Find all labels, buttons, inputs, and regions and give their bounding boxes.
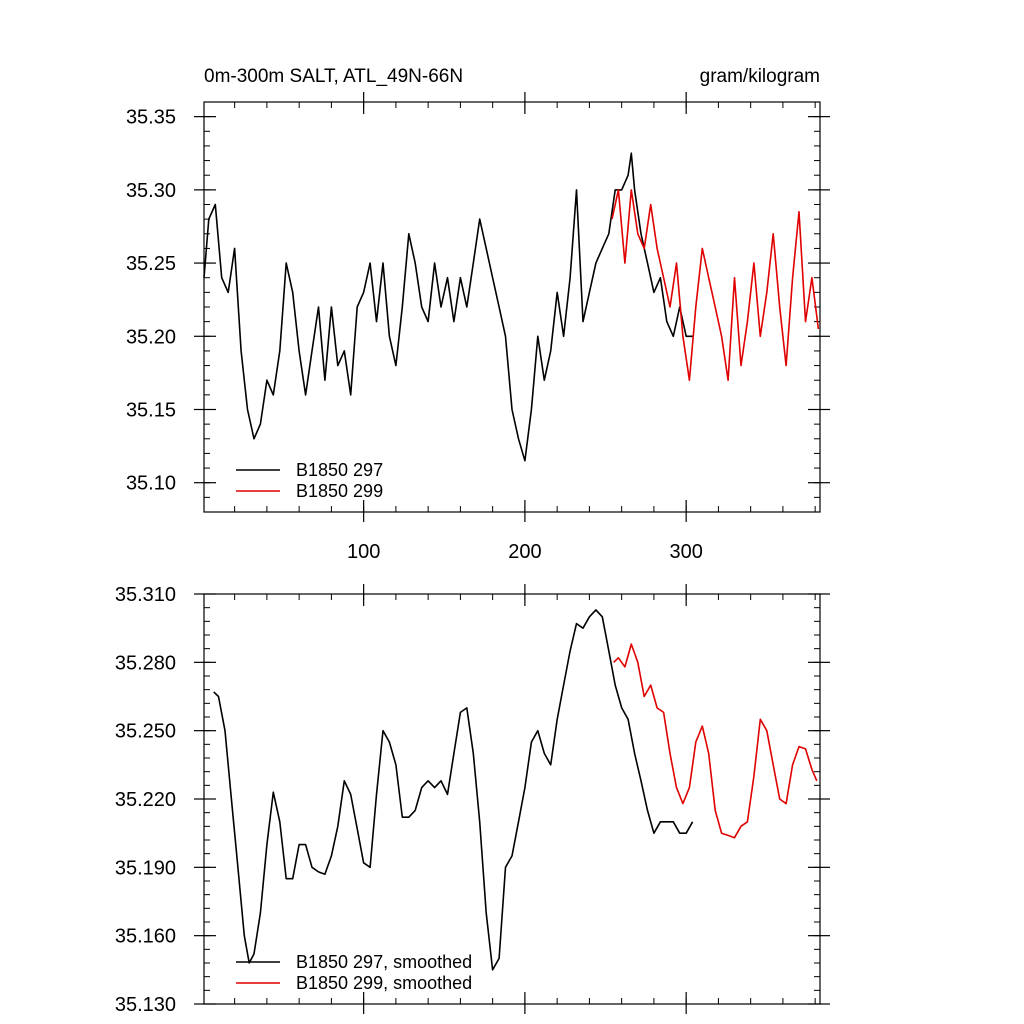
- top-legend-label-1: B1850 299: [296, 481, 383, 501]
- top-chart-series: [203, 152, 820, 462]
- top-y-tick-label: 35.15: [126, 400, 176, 422]
- top-y-tick-label: 35.10: [126, 473, 176, 495]
- top-series-line-0: [203, 152, 693, 462]
- top-chart-panel: 35.10 35.15 35.20 35.25 35.30 35.35 100 200 300…: [126, 92, 830, 563]
- bottom-y-tick-label: 35.190: [115, 857, 176, 879]
- top-chart-units: gram/kilogram: [700, 66, 820, 87]
- top-y-tick-label: 35.30: [126, 180, 176, 202]
- bottom-chart-ticks: [194, 584, 830, 1014]
- top-chart-y-tick-labels: 35.10 35.15 35.20 35.25 35.30 35.35: [126, 107, 176, 495]
- bottom-series-line-0: [213, 609, 694, 971]
- bottom-chart-panel: 35.130 35.160 35.190 35.220 35.250 35.280 35.3…: [115, 584, 830, 1016]
- bottom-chart-series: [213, 609, 818, 971]
- bottom-legend-label-0: B1850 297, smoothed: [296, 952, 472, 972]
- bottom-chart-frame: [203, 593, 821, 1005]
- top-chart-title: 0m-300m SALT, ATL_49N-66N: [204, 66, 463, 87]
- top-chart-ticks: [194, 92, 830, 522]
- bottom-series-line-1: [613, 643, 818, 839]
- bottom-chart-y-tick-labels: 35.130 35.160 35.190 35.220 35.250 35.280 35.3…: [115, 584, 176, 1016]
- bottom-y-tick-label: 35.250: [115, 721, 176, 743]
- top-chart-x-tick-labels: 100 200 300: [347, 541, 703, 563]
- top-x-tick-label: 300: [669, 541, 702, 563]
- top-legend-label-0: B1850 297: [296, 460, 383, 480]
- top-series-line-1: [611, 189, 820, 382]
- top-chart-frame: [203, 101, 821, 513]
- top-x-tick-label: 200: [508, 541, 541, 563]
- top-y-tick-label: 35.20: [126, 326, 176, 348]
- top-chart-legend: B1850 297 B1850 299: [236, 460, 383, 501]
- bottom-y-tick-label: 35.220: [115, 789, 176, 811]
- bottom-legend-label-1: B1850 299, smoothed: [296, 973, 472, 993]
- bottom-y-tick-label: 35.310: [115, 584, 176, 606]
- bottom-y-tick-label: 35.130: [115, 994, 176, 1016]
- bottom-y-tick-label: 35.160: [115, 926, 176, 948]
- top-y-tick-label: 35.25: [126, 253, 176, 275]
- bottom-y-tick-label: 35.280: [115, 652, 176, 674]
- top-x-tick-label: 100: [347, 541, 380, 563]
- bottom-chart-legend: B1850 297, smoothed B1850 299, smoothed: [236, 952, 472, 993]
- top-y-tick-label: 35.35: [126, 107, 176, 129]
